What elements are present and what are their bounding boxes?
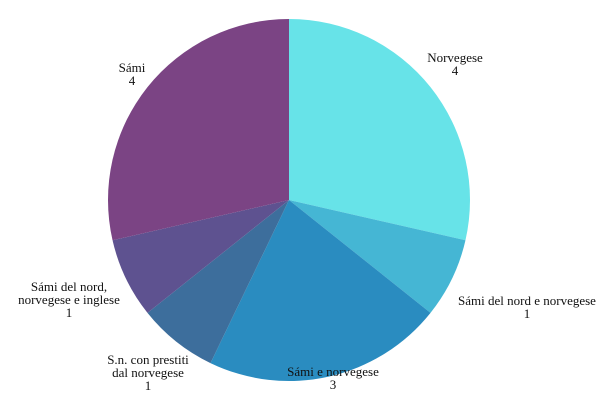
slice-label: Sámi	[119, 60, 146, 75]
slice-label: Norvegese	[427, 50, 483, 65]
slice-value-label: 1	[145, 378, 152, 393]
pie-slice	[289, 19, 470, 241]
slice-value-label: 1	[524, 306, 531, 321]
pie-slice	[112, 200, 289, 313]
pie-slice	[147, 200, 289, 364]
pie-slices	[108, 19, 470, 382]
slice-value-label: 1	[66, 305, 73, 320]
slice-label: Sámi del nord, norvegese e inglese	[18, 279, 120, 307]
pie-slice	[289, 200, 466, 313]
slice-value-label: 4	[129, 73, 136, 88]
slice-value-label: 4	[452, 63, 459, 78]
slice-value-label: 3	[330, 377, 337, 392]
pie-slice	[210, 200, 431, 382]
slice-label: S.n. con prestiti dal norvegese	[107, 352, 189, 380]
pie-slice	[108, 19, 289, 241]
slice-label: Sámi e norvegese	[287, 364, 379, 379]
slice-label: Sámi del nord e norvegese	[458, 293, 596, 308]
